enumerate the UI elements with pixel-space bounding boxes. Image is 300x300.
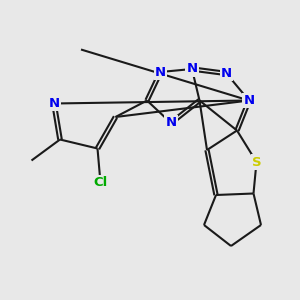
- Text: N: N: [243, 94, 255, 107]
- Text: N: N: [48, 97, 60, 110]
- Text: Cl: Cl: [93, 176, 108, 190]
- Text: N: N: [155, 65, 166, 79]
- Text: N: N: [243, 94, 255, 107]
- Text: N: N: [243, 94, 255, 107]
- Text: N: N: [165, 116, 177, 130]
- Text: N: N: [221, 67, 232, 80]
- Text: N: N: [186, 62, 198, 76]
- Text: S: S: [252, 155, 261, 169]
